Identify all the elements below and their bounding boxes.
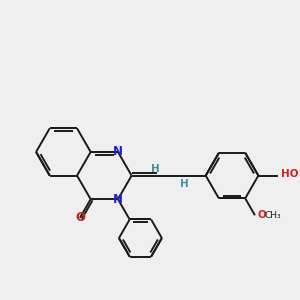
Text: HO: HO	[281, 169, 298, 178]
Text: H: H	[151, 164, 159, 174]
Text: O: O	[258, 210, 267, 220]
Text: H: H	[180, 178, 189, 188]
Text: N: N	[113, 146, 123, 158]
Text: N: N	[113, 193, 123, 206]
Text: O: O	[75, 211, 85, 224]
Text: CH₃: CH₃	[265, 211, 281, 220]
